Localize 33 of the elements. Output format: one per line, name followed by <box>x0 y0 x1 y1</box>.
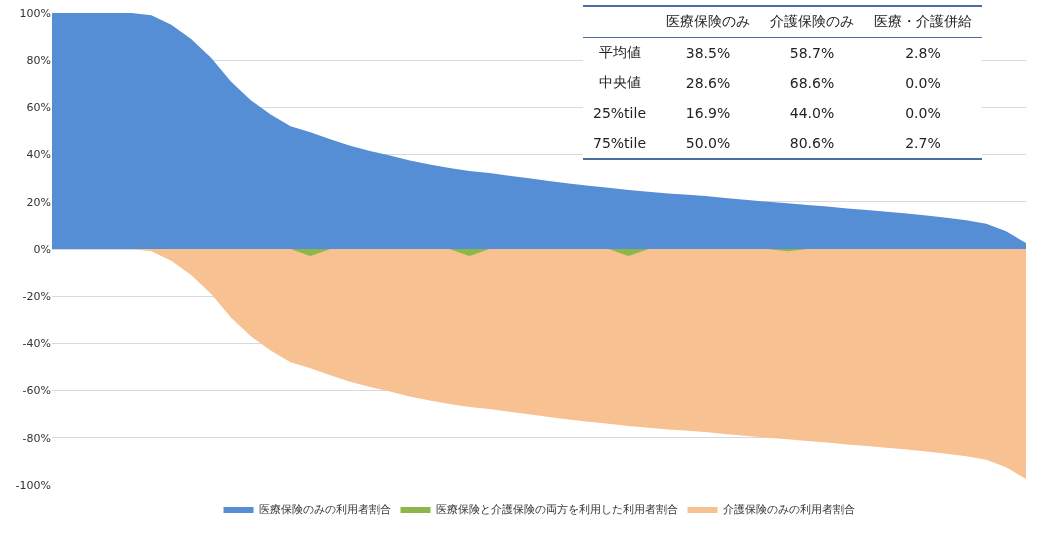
legend-label: 医療保険のみの利用者割合 <box>258 503 391 517</box>
y-tick-label: -100% <box>15 478 51 492</box>
annotation: 75%tile <box>592 134 647 153</box>
annotation: 44.0% <box>788 104 836 123</box>
y-tick-label: 100% <box>19 6 51 20</box>
legend-label: 医療保険と介護保険の両方を利用した利用者割合 <box>435 503 678 517</box>
annotation: 0.0% <box>904 104 942 123</box>
y-tick-label: 60% <box>26 101 51 115</box>
y-tick-label: 20% <box>26 195 51 209</box>
y-tick-label: 40% <box>26 148 51 162</box>
annotation: 38.5% <box>684 44 732 63</box>
annotation: 医療保険のみ <box>656 6 760 38</box>
annotation: 0.0% <box>904 74 942 93</box>
y-tick-label: 0% <box>33 242 51 256</box>
annotation: 68.6% <box>788 74 836 93</box>
y-tick-label: 80% <box>26 54 51 68</box>
annotation: 58.7% <box>788 44 836 63</box>
annotation: 2.7% <box>904 134 942 153</box>
annotation: 16.9% <box>684 104 732 123</box>
annotation: 2.8% <box>904 44 942 63</box>
y-tick-label: -80% <box>22 431 51 445</box>
annotation: 50.0% <box>684 134 732 153</box>
legend-label: 介護保険のみの利用者割合 <box>722 503 855 517</box>
y-tick-label: -60% <box>22 384 51 398</box>
annotation: 介護保険のみ <box>760 6 864 38</box>
annotation: 25%tile <box>592 104 647 123</box>
annotation: 中央値 <box>597 73 642 92</box>
annotation: 28.6% <box>684 74 732 93</box>
y-tick-label: -40% <box>22 337 51 351</box>
annotation: 医療・介護併給 <box>864 6 982 38</box>
annotation: 平均値 <box>597 43 642 62</box>
annotation: 80.6% <box>788 134 836 153</box>
y-tick-label: -20% <box>22 290 51 304</box>
